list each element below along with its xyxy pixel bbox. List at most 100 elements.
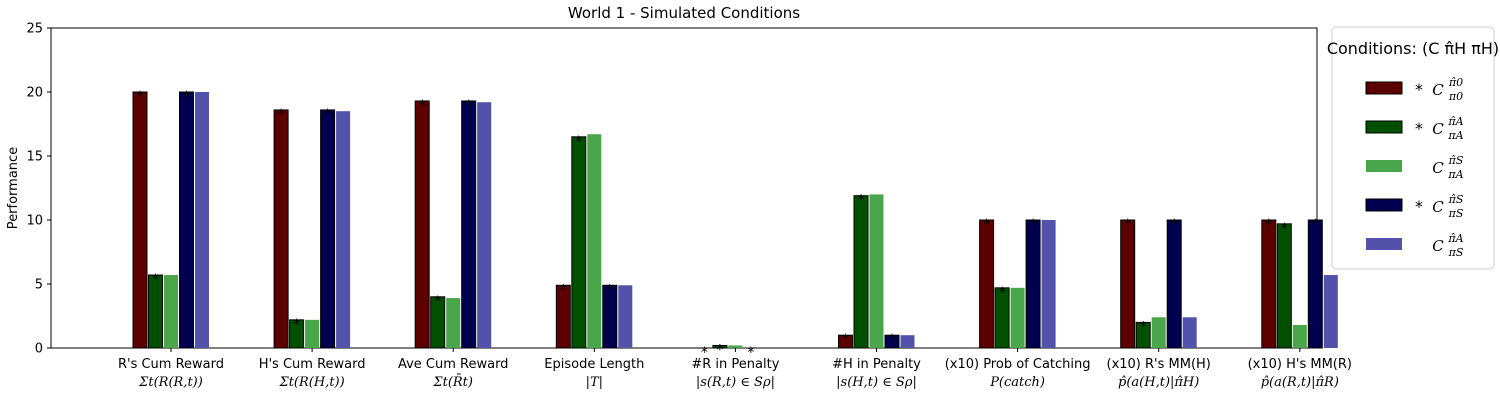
legend-box — [1331, 26, 1495, 270]
bar — [712, 344, 728, 349]
significance-marker: * — [842, 332, 849, 348]
significance-marker: * — [419, 98, 426, 114]
x-tick-formula: |s(R,t) ∈ Sρ| — [696, 375, 775, 390]
x-tick-formula: Σt(R(R,t)) — [138, 375, 203, 390]
significance-marker: * — [1140, 319, 1147, 335]
bar — [1276, 223, 1292, 349]
legend-label: C — [1432, 237, 1444, 255]
bar — [900, 335, 915, 348]
legend-subscript: π0 — [1448, 90, 1463, 103]
bar — [1292, 324, 1307, 348]
significance-marker: * — [747, 345, 754, 361]
significance-marker: * — [434, 294, 441, 310]
legend-label: C — [1432, 120, 1444, 138]
bar — [1010, 287, 1025, 348]
x-tick-label: #R in Penalty — [691, 357, 779, 372]
significance-marker: * — [183, 89, 190, 105]
significance-marker: * — [278, 107, 285, 123]
bar — [1120, 219, 1136, 349]
x-tick-label: Episode Length — [544, 357, 644, 372]
x-tick-label: (x10) Prob of Catching — [945, 357, 1091, 372]
significance-marker: * — [560, 282, 567, 298]
legend-star: * — [1415, 197, 1423, 216]
significance-marker: * — [701, 345, 708, 361]
significance-marker: * — [716, 342, 723, 358]
significance-marker: * — [152, 272, 159, 288]
x-tick-label: #H in Penalty — [832, 357, 921, 372]
significance-marker: * — [858, 193, 865, 209]
legend-title: Conditions: (C π̂H πH) — [1327, 39, 1499, 58]
x-tick-label: Ave Cum Reward — [398, 357, 508, 372]
y-tick-label: 15 — [26, 150, 43, 165]
legend-swatch — [1366, 238, 1402, 250]
x-tick-label: R's Cum Reward — [118, 357, 224, 372]
bar — [1307, 219, 1323, 349]
bar — [1135, 321, 1151, 349]
significance-marker: * — [575, 134, 582, 150]
bar — [1261, 219, 1277, 349]
bar — [148, 274, 163, 349]
bar — [195, 92, 209, 348]
legend-swatch — [1365, 81, 1403, 95]
chart-title: World 1 - Simulated Conditions — [568, 4, 800, 22]
legend-subscript: πS — [1448, 207, 1464, 220]
legend-superscript: π̂S — [1448, 154, 1464, 167]
x-tick-label: (x10) H's MM(R) — [1248, 357, 1352, 372]
legend-label: C — [1432, 159, 1444, 177]
x-tick-formula: P(catch) — [989, 375, 1045, 390]
bar — [979, 219, 995, 349]
y-tick-label: 5 — [35, 278, 43, 293]
bar — [414, 100, 430, 349]
significance-marker: * — [983, 217, 990, 233]
legend-superscript: π̂S — [1448, 193, 1464, 206]
bar — [618, 285, 633, 348]
x-tick-formula: p̂(a(R,t)|π̂R) — [1261, 375, 1339, 390]
legend-star: * — [1415, 80, 1423, 99]
bar — [336, 111, 351, 348]
bar — [289, 319, 305, 349]
significance-marker: * — [1124, 217, 1131, 233]
bar — [838, 334, 853, 349]
bar — [994, 287, 1010, 349]
bar — [1151, 317, 1166, 348]
bar — [477, 102, 492, 349]
bar — [273, 109, 289, 349]
x-tick-formula: Σt(R(H,t)) — [279, 375, 345, 390]
significance-marker: * — [1281, 221, 1288, 237]
bar — [1041, 220, 1056, 348]
x-tick-formula: |T| — [586, 375, 603, 390]
y-tick-label: 10 — [26, 214, 43, 229]
significance-marker: * — [999, 285, 1006, 301]
legend-superscript: π̂A — [1447, 232, 1463, 245]
significance-marker: * — [293, 317, 300, 333]
bar — [320, 109, 336, 349]
legend-swatch — [1365, 198, 1403, 212]
x-tick-formula: |s(H,t) ∈ Sρ| — [836, 375, 917, 390]
legend-star: * — [1415, 119, 1423, 138]
bar — [571, 136, 587, 349]
bar — [602, 284, 618, 349]
legend-swatch — [1366, 160, 1402, 172]
y-axis-label: Performance — [6, 147, 21, 229]
bar — [728, 345, 743, 348]
bar — [587, 134, 602, 348]
legend-swatch — [1365, 120, 1403, 134]
legend-label: C — [1432, 198, 1444, 216]
significance-marker: * — [889, 332, 896, 348]
bar — [1323, 275, 1338, 348]
bar — [305, 319, 320, 348]
x-tick-label: H's Cum Reward — [259, 357, 366, 372]
y-tick-label: 25 — [26, 22, 43, 37]
bar — [461, 100, 477, 349]
plot-area: 0 5 10 15 20 25 * * * R's Cum Reward Σt(R(R,t)) * * *… — [26, 22, 1352, 391]
bar — [132, 91, 148, 349]
legend-label: C — [1432, 81, 1444, 99]
bar — [555, 284, 571, 349]
significance-marker: * — [606, 282, 613, 298]
y-tick-label: 20 — [26, 86, 43, 101]
significance-marker: * — [324, 107, 331, 123]
significance-marker: * — [1265, 217, 1272, 233]
legend-subscript: πA — [1447, 168, 1463, 181]
